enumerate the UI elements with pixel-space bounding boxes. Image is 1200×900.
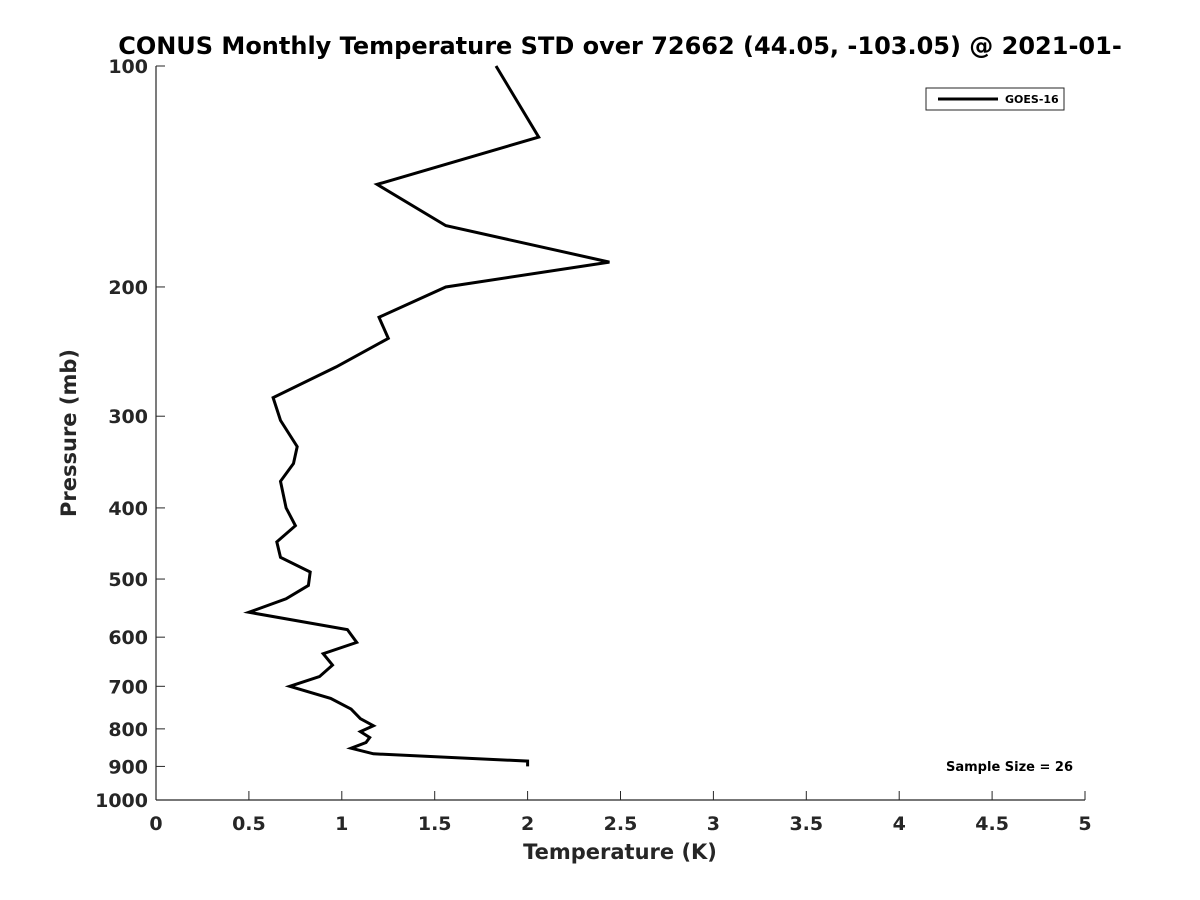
x-tick-label: 5 <box>1078 813 1091 835</box>
x-tick-label: 4.5 <box>975 813 1009 835</box>
x-tick-label: 0.5 <box>232 813 266 835</box>
x-tick-label: 1.5 <box>418 813 452 835</box>
x-tick-label: 4 <box>893 813 906 835</box>
series-line-goes-16 <box>243 65 610 767</box>
y-tick-label: 1000 <box>95 790 148 812</box>
y-tick-label: 500 <box>108 569 148 591</box>
x-tick-label: 2 <box>521 813 534 835</box>
x-tick-label: 3 <box>707 813 720 835</box>
y-tick-label: 600 <box>108 627 148 649</box>
x-tick-label: 2.5 <box>604 813 638 835</box>
chart-title: CONUS Monthly Temperature STD over 72662… <box>118 32 1122 60</box>
legend: GOES-16 <box>925 87 1065 111</box>
x-tick-label: 3.5 <box>789 813 823 835</box>
axes: 0 0.5 1 1.5 2 2.5 3 3.5 4 4.5 5 100 200 300 400 500 600 7… <box>95 56 1092 835</box>
x-axis-label: Temperature (K) <box>523 840 717 864</box>
x-tick-label: 1 <box>335 813 348 835</box>
y-tick-label: 800 <box>108 719 148 741</box>
y-tick-label: 400 <box>108 498 148 520</box>
y-axis-label: Pressure (mb) <box>57 349 81 517</box>
y-tick-label: 300 <box>108 406 148 428</box>
series-layer <box>243 65 610 767</box>
x-tick-label: 0 <box>149 813 162 835</box>
sample-size-annotation: Sample Size = 26 <box>946 760 1073 775</box>
y-tick-label: 100 <box>108 56 148 78</box>
legend-label-goes-16: GOES-16 <box>1005 93 1059 106</box>
y-tick-label: 900 <box>108 756 148 778</box>
y-tick-label: 700 <box>108 676 148 698</box>
y-tick-label: 200 <box>108 277 148 299</box>
